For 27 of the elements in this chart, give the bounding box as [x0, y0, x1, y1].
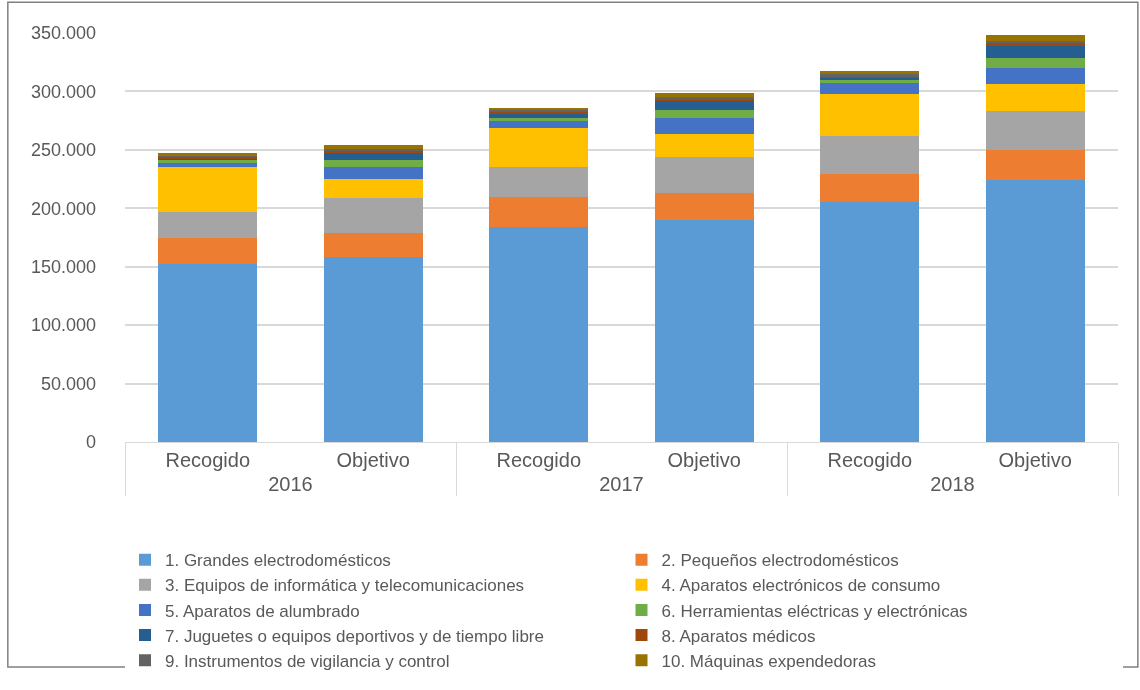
legend-label: 2. Pequeños electrodomésticos: [661, 551, 899, 571]
y-tick-label: 150.000: [30, 257, 96, 278]
y-tick-label: 300.000: [30, 81, 96, 102]
x-tick-label: Recogido: [165, 449, 251, 471]
x-tick-label: Recogido: [496, 449, 582, 471]
legend-label: 4. Aparatos electrónicos de consumo: [661, 576, 941, 596]
y-tick-label: 0: [85, 432, 96, 453]
x-tick-label: Objetivo: [998, 449, 1072, 471]
text: 2016: [268, 473, 313, 495]
legend-label: 10. Máquinas expendedoras: [661, 651, 877, 671]
legend-label: 9. Instrumentos de vigilancia y control: [165, 651, 450, 671]
legend-label: 8. Aparatos médicos: [661, 626, 816, 646]
y-tick-label: 100.000: [30, 315, 96, 336]
legend-label: 7. Juguetes o equipos deportivos y de tiempo libre: [165, 626, 544, 646]
y-tick-label: 200.000: [30, 198, 96, 219]
x-tick-label: Objetivo: [667, 449, 741, 471]
legend-label: 6. Herramientas eléctricas y electrónicas: [661, 601, 968, 621]
legend-label: 5. Aparatos de alumbrado: [165, 601, 360, 621]
y-tick-label: 350.000: [30, 23, 96, 44]
y-tick-label: 50.000: [40, 373, 96, 394]
x-tick-label: Objetivo: [336, 449, 410, 471]
text: 2018: [930, 473, 975, 495]
x-tick-label: Recogido: [827, 449, 913, 471]
legend-label: 3. Equipos de informática y telecomunicaciones: [165, 576, 525, 596]
text: 2017: [599, 473, 644, 495]
legend-label: 1. Grandes electrodomésticos: [165, 551, 391, 571]
y-tick-label: 250.000: [30, 140, 96, 161]
